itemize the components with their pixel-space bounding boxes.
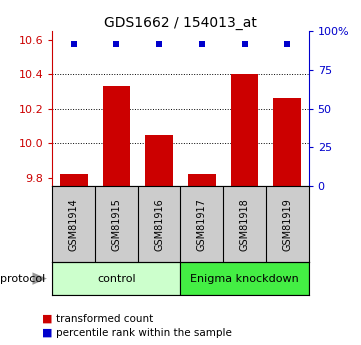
Bar [52, 262, 180, 295]
Text: GSM81914: GSM81914 [69, 198, 79, 250]
Bar [180, 262, 309, 295]
Title: GDS1662 / 154013_at: GDS1662 / 154013_at [104, 16, 257, 30]
Text: GSM81917: GSM81917 [197, 198, 207, 251]
Polygon shape [32, 273, 47, 285]
Text: GSM81918: GSM81918 [240, 198, 249, 250]
Text: percentile rank within the sample: percentile rank within the sample [56, 328, 232, 338]
Text: ■: ■ [42, 328, 52, 338]
Text: GSM81919: GSM81919 [282, 198, 292, 250]
Bar [60, 174, 88, 186]
Text: GSM81916: GSM81916 [154, 198, 164, 250]
Text: Enigma knockdown: Enigma knockdown [190, 274, 299, 284]
Text: protocol: protocol [0, 274, 45, 284]
Bar [231, 74, 258, 186]
Text: ■: ■ [42, 314, 52, 324]
Text: control: control [97, 274, 136, 284]
Text: GSM81915: GSM81915 [112, 198, 121, 251]
Bar [145, 135, 173, 186]
Bar [273, 98, 301, 186]
Text: transformed count: transformed count [56, 314, 153, 324]
Bar [103, 86, 130, 186]
Bar [188, 174, 216, 186]
